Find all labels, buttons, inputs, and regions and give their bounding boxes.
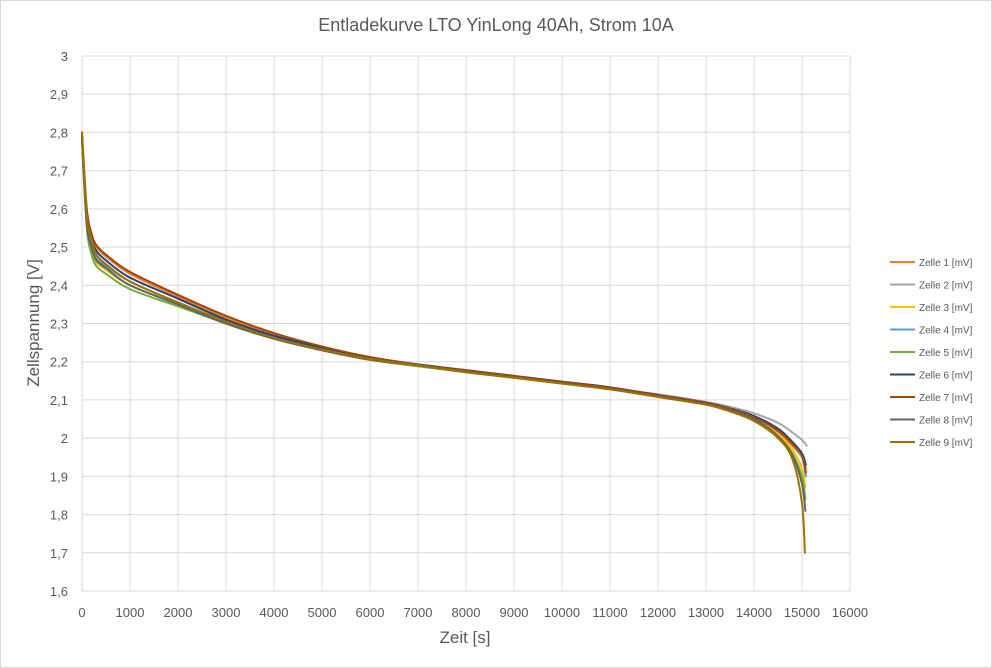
y-tick-label: 2,7: [50, 164, 68, 179]
x-tick-label: 13000: [688, 605, 724, 620]
y-tick-label: 1,9: [50, 469, 68, 484]
y-axis-title: Zellspannung [V]: [24, 259, 43, 387]
series-line-zelle-3: [81, 139, 807, 489]
x-tick-label: 16000: [832, 605, 868, 620]
x-tick-label: 5000: [308, 605, 337, 620]
axis-layer: 1,6 1,7 1,8 1,9 2 2,1 2,2 2,3 2,4 2,5 2,6 2,7 2,8 2,9…: [50, 49, 868, 620]
x-tick-label: 4000: [260, 605, 289, 620]
series-line-zelle-8: [81, 139, 807, 512]
legend-item: Zelle 9 [mV]: [890, 438, 973, 449]
x-tick-label: 8000: [452, 605, 481, 620]
legend-item: Zelle 8 [mV]: [890, 416, 973, 427]
legend-label: Zelle 1 [mV]: [919, 258, 973, 269]
x-tick-label: 15000: [784, 605, 820, 620]
y-tick-label: 2,2: [50, 355, 68, 370]
y-tick-label: 1,7: [50, 546, 68, 561]
legend-item: Zelle 6 [mV]: [890, 371, 973, 382]
y-tick-label: 2,9: [50, 87, 68, 102]
series-line-zelle-5: [81, 139, 807, 501]
y-tick-label: 3: [61, 49, 68, 64]
y-tick-label: 1,6: [50, 584, 68, 599]
chart-title: Entladekurve LTO YinLong 40Ah, Strom 10A: [318, 15, 674, 35]
x-tick-label: 2000: [164, 605, 193, 620]
x-tick-label: 10000: [544, 605, 580, 620]
y-tick-label: 2,8: [50, 125, 68, 140]
legend-label: Zelle 6 [mV]: [919, 371, 973, 382]
x-tick-label: 3000: [212, 605, 241, 620]
x-tick-label: 9000: [500, 605, 529, 620]
legend-item: Zelle 7 [mV]: [890, 393, 973, 404]
x-tick-label: 14000: [736, 605, 772, 620]
x-tick-label: 1000: [116, 605, 145, 620]
y-tick-label: 2,5: [50, 240, 68, 255]
legend-label: Zelle 2 [mV]: [919, 281, 973, 292]
y-tick-label: 2,3: [50, 317, 68, 332]
series-layer: [81, 131, 808, 554]
y-tick-label: 2,6: [50, 202, 68, 217]
legend-label: Zelle 8 [mV]: [919, 416, 973, 427]
legend-label: Zelle 7 [mV]: [919, 393, 973, 404]
series-line-zelle-1: [81, 135, 807, 470]
legend-layer: Zelle 1 [mV] Zelle 2 [mV] Zelle 3 [mV] Zell…: [890, 258, 973, 449]
x-tick-label: 12000: [640, 605, 676, 620]
legend-item: Zelle 4 [mV]: [890, 326, 973, 337]
x-tick-label: 6000: [356, 605, 385, 620]
x-tick-label: 0: [78, 605, 85, 620]
grid-layer: [81, 55, 851, 592]
x-tick-label: 11000: [592, 605, 627, 620]
x-tick-label: 7000: [404, 605, 433, 620]
legend-item: Zelle 1 [mV]: [890, 258, 973, 269]
legend-label: Zelle 4 [mV]: [919, 326, 973, 337]
legend-item: Zelle 5 [mV]: [890, 348, 973, 359]
y-tick-label: 2: [61, 431, 68, 446]
legend-label: Zelle 3 [mV]: [919, 303, 973, 314]
legend-item: Zelle 2 [mV]: [890, 281, 973, 292]
y-tick-label: 2,1: [50, 393, 68, 408]
y-tick-label: 1,8: [50, 508, 68, 523]
y-tick-label: 2,4: [50, 278, 68, 293]
legend-label: Zelle 5 [mV]: [919, 348, 973, 359]
series-line-zelle-9: [81, 131, 806, 554]
legend-label: Zelle 9 [mV]: [919, 438, 973, 449]
legend-item: Zelle 3 [mV]: [890, 303, 973, 314]
x-axis-title: Zeit [s]: [439, 628, 490, 647]
